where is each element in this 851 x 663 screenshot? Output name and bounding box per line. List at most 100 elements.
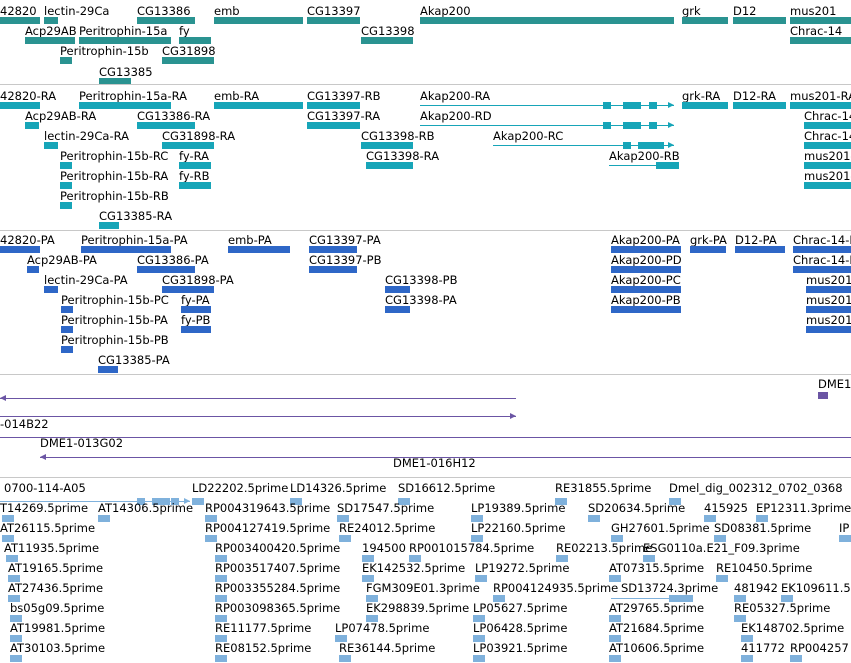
est-feature-label[interactable]: SD16612.5prime: [398, 481, 496, 495]
gene-feature-label[interactable]: Chrac-14: [790, 24, 843, 38]
protein-feature-label[interactable]: Acp29AB-PA: [27, 253, 97, 267]
protein-feature-glyph[interactable]: [385, 306, 410, 313]
est-feature-glyph[interactable]: [716, 575, 728, 582]
transcript-feature-glyph[interactable]: [214, 102, 303, 109]
est-feature-glyph[interactable]: [337, 515, 349, 522]
gene-feature-label[interactable]: mus201: [790, 4, 837, 18]
est-feature-label[interactable]: RP004319643.5prime: [205, 501, 331, 515]
est-feature-glyph[interactable]: [2, 515, 14, 522]
transcript-feature-glyph[interactable]: [804, 122, 851, 129]
est-feature-label[interactable]: RP003400420.5prime: [215, 541, 341, 555]
est-feature-label[interactable]: SD13724.3prime: [621, 581, 719, 595]
est-feature-label[interactable]: LP05627.5prime: [473, 601, 568, 615]
clone-feature-glyph[interactable]: [0, 416, 516, 417]
est-feature-glyph[interactable]: [609, 635, 621, 642]
protein-feature-label[interactable]: mus201-PC: [806, 313, 851, 327]
est-feature-glyph[interactable]: [192, 498, 204, 505]
est-feature-label[interactable]: RP003355284.5prime: [215, 581, 341, 595]
transcript-feature-glyph[interactable]: [137, 122, 195, 129]
transcript-feature-label[interactable]: Peritrophin-15b-RB: [60, 189, 169, 203]
protein-feature-label[interactable]: CG13385-PA: [98, 353, 170, 367]
est-feature-label[interactable]: LD22202.5prime: [192, 481, 289, 495]
protein-feature-label[interactable]: CG13386-PA: [137, 253, 209, 267]
transcript-feature-glyph[interactable]: [44, 142, 58, 149]
transcript-feature-label[interactable]: Acp29AB-RA: [25, 109, 97, 123]
est-feature-glyph[interactable]: [215, 575, 227, 582]
est-feature-label[interactable]: RE11177.5prime: [215, 621, 312, 635]
est-feature-label[interactable]: AT19165.5prime: [8, 561, 104, 575]
protein-feature-glyph[interactable]: [735, 246, 785, 253]
est-feature-label[interactable]: LP06428.5prime: [473, 621, 568, 635]
gene-feature-glyph[interactable]: [79, 37, 171, 44]
est-feature-label[interactable]: RP003517407.5prime: [215, 561, 341, 575]
clone-feature-label[interactable]: -014B22: [0, 417, 49, 431]
est-feature-label[interactable]: LD14326.5prime: [290, 481, 387, 495]
gene-feature-label[interactable]: grk: [682, 4, 701, 18]
protein-feature-label[interactable]: lectin-29Ca-PA: [44, 273, 128, 287]
est-feature-glyph[interactable]: [473, 635, 485, 642]
gene-feature-label[interactable]: Peritrophin-15a: [79, 24, 168, 38]
est-feature-glyph[interactable]: [215, 615, 227, 622]
est-feature-label[interactable]: AT27436.5prime: [8, 581, 104, 595]
transcript-feature-glyph[interactable]: [307, 102, 360, 109]
clone-feature-glyph[interactable]: [0, 398, 516, 399]
transcript-feature-label[interactable]: mus201-RA: [790, 89, 851, 103]
gene-feature-label[interactable]: CG13386: [137, 4, 191, 18]
clone-feature-label[interactable]: DME1-013G02: [40, 436, 124, 450]
est-feature-glyph[interactable]: [611, 535, 623, 542]
protein-feature-glyph[interactable]: [61, 346, 73, 353]
est-feature-glyph[interactable]: [790, 655, 802, 662]
transcript-feature-glyph[interactable]: [60, 202, 72, 209]
transcript-feature-glyph[interactable]: [420, 125, 674, 126]
est-feature-label[interactable]: LP07478.5prime: [335, 621, 430, 635]
transcript-feature-glyph[interactable]: [162, 142, 214, 149]
est-feature-label[interactable]: EK109611.5: [781, 581, 851, 595]
gene-feature-glyph[interactable]: [790, 17, 851, 24]
est-feature-label[interactable]: AT14306.5prime: [98, 501, 194, 515]
gene-feature-label[interactable]: 42820: [0, 4, 37, 18]
transcript-feature-label[interactable]: grk-RA: [682, 89, 721, 103]
est-feature-label[interactable]: IP: [839, 521, 850, 535]
transcript-feature-label[interactable]: lectin-29Ca-RA: [44, 129, 129, 143]
transcript-feature-glyph[interactable]: [25, 122, 39, 129]
protein-feature-glyph[interactable]: [611, 286, 681, 293]
transcript-feature-glyph[interactable]: [804, 142, 851, 149]
est-feature-glyph[interactable]: [0, 501, 190, 502]
protein-feature-glyph[interactable]: [137, 266, 195, 273]
est-feature-glyph[interactable]: [781, 595, 793, 602]
transcript-feature-label[interactable]: 42820-RA: [0, 89, 57, 103]
gene-feature-glyph[interactable]: [307, 17, 360, 24]
protein-feature-glyph[interactable]: [61, 326, 73, 333]
protein-feature-label[interactable]: 42820-PA: [0, 233, 55, 247]
est-feature-label[interactable]: SD08381.5prime: [714, 521, 812, 535]
est-feature-label[interactable]: AT30103.5prime: [10, 641, 106, 655]
est-feature-label[interactable]: 0700-114-A05: [4, 481, 86, 495]
protein-feature-glyph[interactable]: [806, 326, 851, 333]
est-feature-glyph[interactable]: [555, 498, 567, 505]
est-feature-label[interactable]: RE10450.5prime: [716, 561, 813, 575]
protein-feature-glyph[interactable]: [793, 266, 851, 273]
est-feature-glyph[interactable]: [362, 575, 374, 582]
transcript-feature-glyph[interactable]: [0, 102, 40, 109]
est-feature-glyph[interactable]: [588, 515, 600, 522]
est-feature-glyph[interactable]: [741, 635, 753, 642]
est-feature-label[interactable]: EP12311.3prime: [756, 501, 851, 515]
protein-feature-glyph[interactable]: [0, 246, 40, 253]
protein-feature-label[interactable]: mus201-PA: [806, 273, 851, 287]
est-feature-label[interactable]: RE02213.5prime: [556, 541, 653, 555]
protein-feature-glyph[interactable]: [611, 266, 681, 273]
est-feature-glyph[interactable]: [471, 535, 483, 542]
est-feature-label[interactable]: FGM309E01.3prime: [366, 581, 480, 595]
transcript-feature-label[interactable]: Chrac-14-RB: [804, 129, 851, 143]
transcript-feature-glyph[interactable]: [179, 182, 211, 189]
transcript-feature-label[interactable]: CG13386-RA: [137, 109, 211, 123]
protein-feature-label[interactable]: grk-PA: [690, 233, 727, 247]
gene-feature-label[interactable]: Akap200: [420, 4, 471, 18]
protein-feature-label[interactable]: mus201-PB: [806, 293, 851, 307]
est-feature-glyph[interactable]: [335, 635, 347, 642]
gene-feature-label[interactable]: lectin-29Ca: [44, 4, 110, 18]
transcript-feature-glyph[interactable]: [307, 122, 360, 129]
est-feature-glyph[interactable]: [10, 615, 22, 622]
protein-feature-glyph[interactable]: [806, 286, 851, 293]
transcript-feature-label[interactable]: Peritrophin-15a-RA: [79, 89, 187, 103]
